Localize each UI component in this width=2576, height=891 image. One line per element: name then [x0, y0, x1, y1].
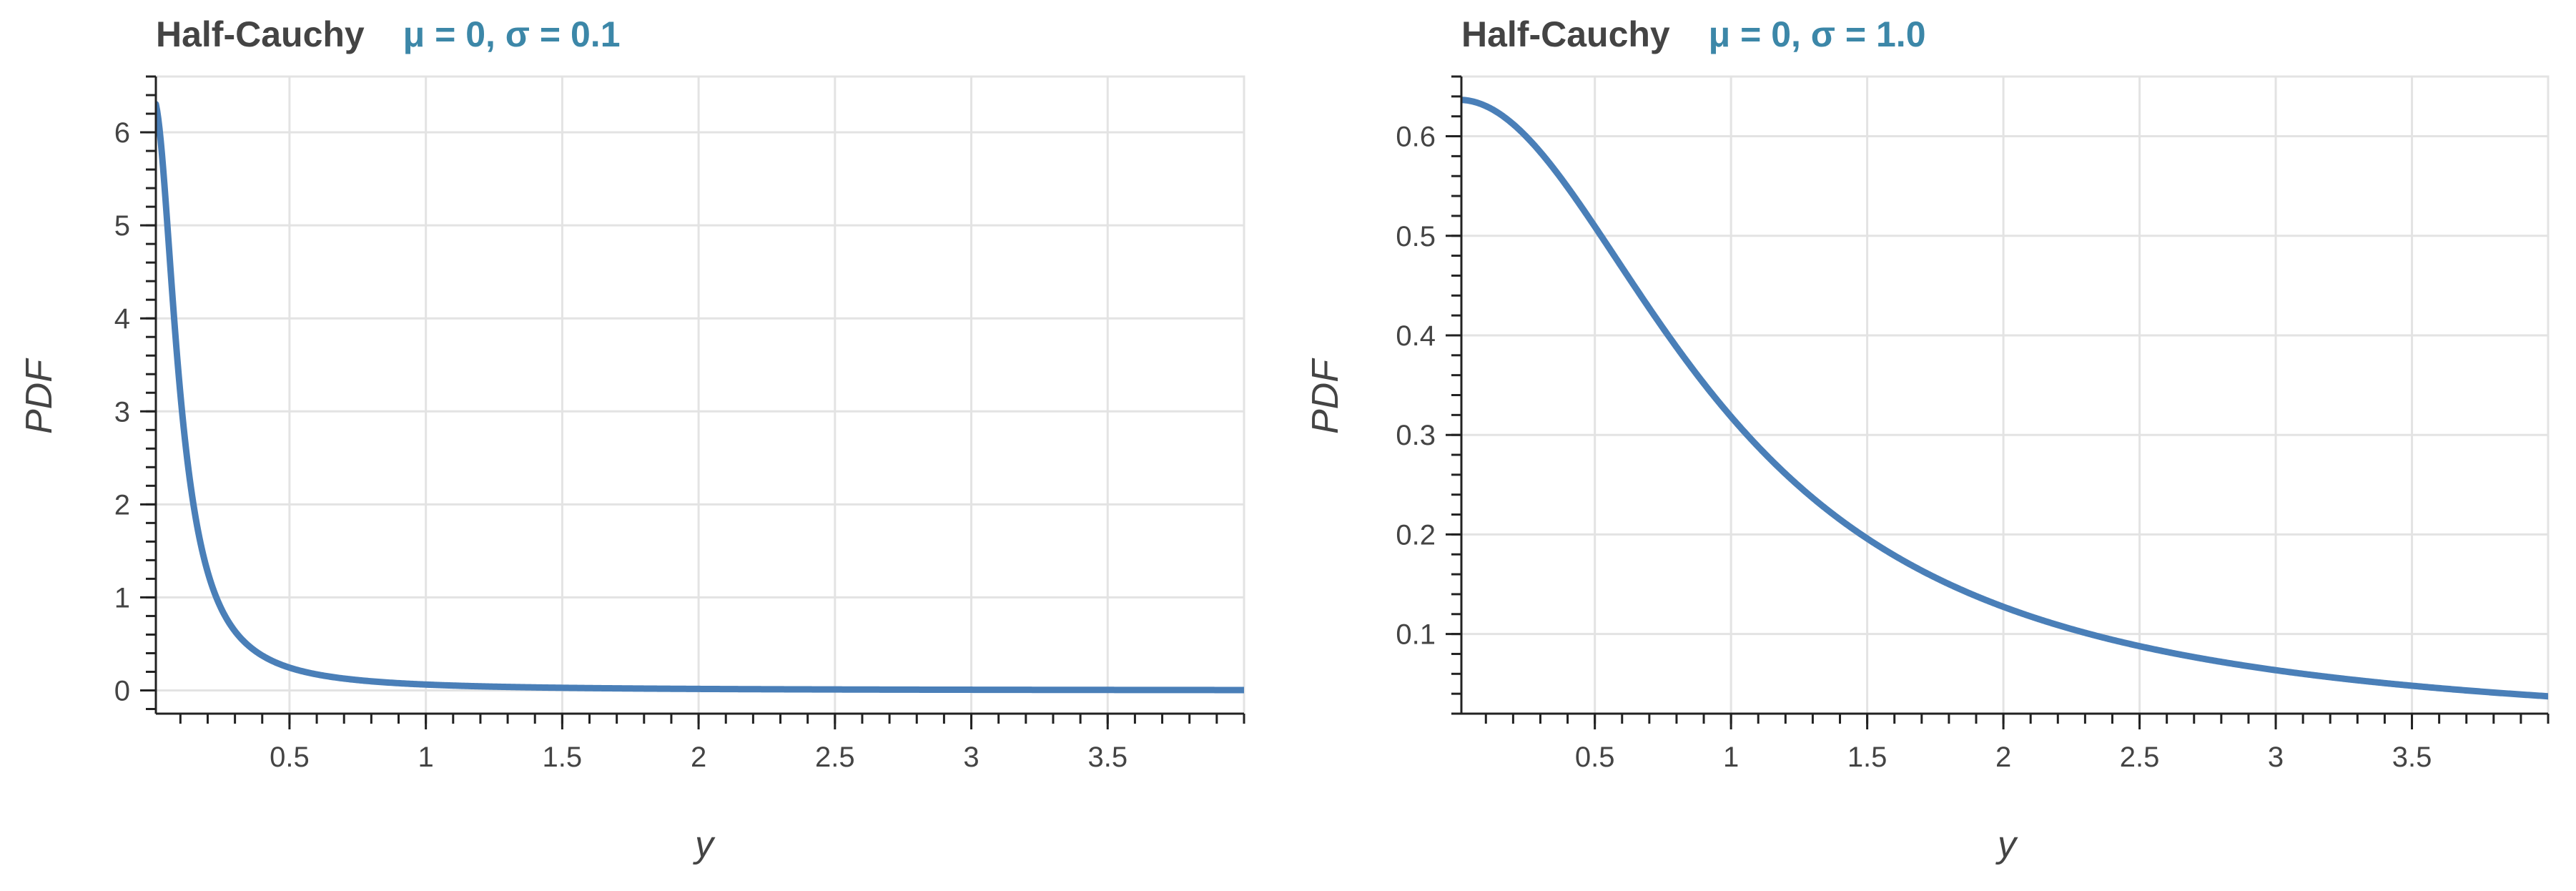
y-tick-label: 0 — [114, 675, 130, 707]
x-axis-label: y — [693, 824, 716, 865]
chart-title: Half-Cauchy μ = 0, σ = 0.1 — [156, 14, 621, 54]
y-tick-label: 0.3 — [1396, 420, 1436, 451]
x-axis-label: y — [1995, 824, 2018, 865]
y-tick-label: 0.1 — [1396, 619, 1436, 651]
x-tick-label: 0.5 — [270, 742, 310, 773]
chart-title-name: Half-Cauchy — [1461, 14, 1670, 54]
chart-left: Half-Cauchy μ = 0, σ = 0.1 y PDF 0.5 1 1.5… — [19, 14, 1245, 865]
x-tick-label: 3.5 — [2392, 742, 2432, 773]
chart-subtitle: μ = 0, σ = 0.1 — [403, 14, 621, 54]
plot-frame — [1460, 75, 2550, 715]
chart-right: Half-Cauchy μ = 0, σ = 1.0 y PDF 0.5 1 1.5… — [1305, 14, 2550, 865]
y-tick-label: 4 — [114, 303, 130, 335]
chart-panel-left: Half-Cauchy μ = 0, σ = 0.1 y PDF 0.5 1 1.5… — [19, 14, 1245, 865]
x-tick-label: 3 — [963, 742, 979, 773]
plot-frame — [154, 75, 1245, 715]
y-tick-label: 0.2 — [1396, 519, 1436, 551]
x-tick-label: 2.5 — [815, 742, 855, 773]
y-tick-label: 2 — [114, 489, 130, 521]
x-tick-label: 2 — [1995, 742, 2011, 773]
x-tick-label: 0.5 — [1575, 742, 1615, 773]
x-tick-label: 2 — [691, 742, 706, 773]
y-tick-label: 5 — [114, 210, 130, 242]
y-tick-label: 0.6 — [1396, 122, 1436, 153]
x-tick-label: 1 — [1723, 742, 1739, 773]
x-tick-label: 1.5 — [543, 742, 583, 773]
x-tick-label: 1 — [418, 742, 434, 773]
y-tick-label: 6 — [114, 117, 130, 149]
x-tick-label: 1.5 — [1847, 742, 1887, 773]
x-tick-label: 2.5 — [2120, 742, 2160, 773]
x-tick-label: 3 — [2268, 742, 2284, 773]
chart-panel-right: Half-Cauchy μ = 0, σ = 1.0 y PDF 0.5 1 1.5… — [1288, 0, 2575, 891]
y-axis-label: PDF — [1305, 358, 1346, 434]
pdf-curve — [1461, 97, 2548, 700]
y-tick-label: 0.4 — [1396, 320, 1436, 352]
chart-subtitle: μ = 0, σ = 1.0 — [1709, 14, 1926, 54]
y-tick-label: 3 — [114, 396, 130, 428]
y-tick-label: 1 — [114, 582, 130, 614]
pdf-curve — [156, 101, 1244, 694]
x-tick-label: 3.5 — [1087, 742, 1127, 773]
chart-title-name: Half-Cauchy — [156, 14, 365, 54]
chart-title: Half-Cauchy μ = 0, σ = 1.0 — [1461, 14, 1926, 54]
y-tick-label: 0.5 — [1396, 221, 1436, 252]
y-axis-label: PDF — [19, 358, 60, 434]
